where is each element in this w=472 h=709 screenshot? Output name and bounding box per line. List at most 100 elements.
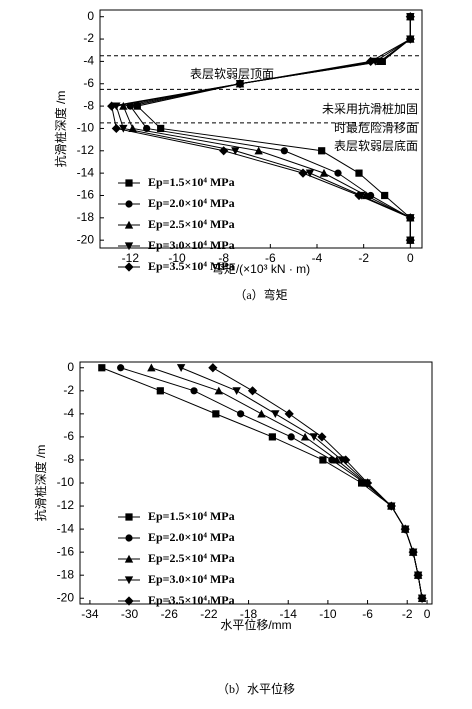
- x-tick-label: -6: [265, 251, 276, 265]
- data-point: [190, 387, 198, 395]
- data-point: [232, 387, 241, 396]
- y-tick-label: -2: [63, 383, 74, 397]
- data-point: [317, 432, 327, 442]
- data-point: [98, 364, 106, 372]
- x-tick-label: -30: [121, 607, 139, 621]
- y-tick-label: -14: [77, 165, 95, 179]
- y-tick-label: -8: [63, 452, 74, 466]
- y-tick-label: -14: [57, 521, 75, 535]
- x-tick-label: -6: [362, 607, 373, 621]
- legend-label: Ep=2.5×10⁴ MPa: [148, 217, 235, 231]
- legend-marker: [124, 554, 134, 563]
- data-point: [309, 433, 319, 442]
- data-point: [176, 364, 186, 372]
- data-point: [212, 410, 220, 418]
- y-axis-label: 抗滑桩深度 /m: [53, 91, 68, 168]
- data-point: [381, 191, 389, 200]
- plot-frame: [99, 9, 423, 249]
- x-tick-label: -4: [312, 251, 323, 265]
- y-tick-label: 0: [67, 360, 74, 374]
- caption: （a）弯矩: [234, 287, 287, 302]
- legend-label: Ep=3.5×10⁴ MPa: [148, 593, 235, 607]
- data-point: [280, 147, 288, 155]
- data-point: [219, 146, 229, 156]
- x-tick-label: -10: [319, 607, 337, 621]
- x-tick-label: -2: [402, 607, 413, 621]
- y-tick-label: -18: [77, 210, 95, 224]
- annotation: 时最危险滑移面: [334, 120, 418, 135]
- legend-marker: [125, 200, 133, 208]
- data-point: [298, 168, 308, 178]
- data-point: [119, 101, 128, 110]
- x-tick-label: -2: [358, 251, 369, 265]
- data-point: [319, 456, 327, 464]
- y-tick-label: -6: [63, 429, 74, 443]
- annotation: 表层软弱层顶面: [190, 67, 274, 81]
- y-tick-label: -2: [83, 31, 94, 45]
- annotation: 表层软弱层底面: [334, 138, 418, 153]
- data-point: [405, 213, 415, 223]
- x-tick-label: -34: [81, 607, 99, 621]
- x-axis-label: 水平位移/mm: [220, 617, 291, 632]
- data-point: [300, 432, 310, 441]
- data-point: [237, 410, 245, 418]
- data-point: [318, 147, 326, 155]
- legend-marker: [124, 242, 134, 251]
- data-point: [257, 409, 266, 418]
- x-tick-label: -26: [161, 607, 179, 621]
- legend-label: Ep=2.5×10⁴ MPa: [148, 551, 235, 565]
- y-tick-label: -8: [83, 98, 94, 112]
- data-point: [405, 34, 415, 44]
- legend-label: Ep=1.5×10⁴ MPa: [148, 509, 235, 523]
- data-point: [268, 433, 276, 441]
- data-point: [362, 478, 373, 488]
- data-point: [284, 409, 294, 419]
- data-point: [332, 455, 342, 464]
- data-point: [231, 147, 240, 155]
- data-point: [413, 570, 423, 580]
- y-tick-label: -12: [77, 143, 95, 157]
- data-point: [287, 433, 295, 441]
- data-point: [334, 169, 342, 177]
- plot-frame: [79, 361, 433, 605]
- y-tick-label: -20: [57, 590, 75, 604]
- legend-label: Ep=3.0×10⁴ MPa: [148, 572, 235, 586]
- legend-marker: [125, 513, 133, 521]
- data-point: [117, 364, 125, 372]
- caption: （b）水平位移: [217, 681, 295, 696]
- data-point: [119, 124, 128, 133]
- y-tick-label: -10: [77, 121, 95, 135]
- data-point: [214, 386, 224, 395]
- data-point: [400, 524, 410, 534]
- data-point: [405, 235, 415, 245]
- data-point: [417, 593, 427, 603]
- annotation: 未采用抗滑桩加固: [322, 101, 418, 116]
- data-point: [111, 123, 121, 134]
- x-tick-label: 0: [424, 607, 431, 621]
- legend-label: Ep=3.0×10⁴ MPa: [148, 238, 235, 252]
- x-tick-label: -22: [200, 607, 218, 621]
- y-axis-label: 抗滑桩深度 /m: [33, 445, 48, 522]
- data-point: [208, 363, 218, 373]
- y-tick-label: -16: [77, 188, 95, 202]
- data-point: [305, 169, 315, 178]
- x-tick-label: -10: [168, 251, 186, 265]
- y-tick-label: 0: [87, 9, 94, 23]
- y-tick-label: -6: [83, 76, 94, 90]
- legend-marker: [124, 220, 134, 229]
- data-point: [408, 547, 418, 557]
- legend-label: Ep=2.0×10⁴ MPa: [148, 530, 235, 544]
- x-tick-label: -14: [280, 607, 298, 621]
- data-point: [366, 56, 376, 66]
- data-point: [254, 146, 263, 155]
- y-tick-label: -4: [63, 406, 74, 420]
- legend-label: Ep=1.5×10⁴ MPa: [148, 175, 235, 189]
- y-tick-label: -12: [57, 498, 75, 512]
- x-tick-label: 0: [407, 251, 414, 265]
- legend-label: Ep=3.5×10⁴ MPa: [148, 259, 235, 273]
- legend-marker: [124, 262, 134, 272]
- legend-marker: [125, 179, 133, 187]
- legend-label: Ep=2.0×10⁴ MPa: [148, 196, 235, 210]
- data-point: [156, 387, 164, 395]
- y-tick-label: -10: [57, 475, 75, 489]
